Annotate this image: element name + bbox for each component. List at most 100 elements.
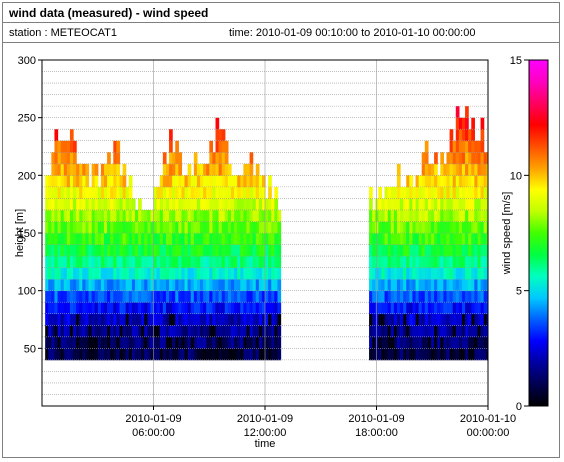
heatmap-cell xyxy=(100,325,105,338)
heatmap-cell xyxy=(277,267,282,280)
heatmap-cell xyxy=(446,244,451,257)
heatmap-cell xyxy=(159,290,164,303)
heatmap-cell xyxy=(181,302,186,315)
heatmap-cell xyxy=(76,186,80,199)
heatmap-cell xyxy=(57,140,62,153)
heatmap-cell xyxy=(378,198,383,211)
heatmap-cell xyxy=(440,325,444,338)
heatmap-cell xyxy=(403,290,407,303)
heatmap-cell xyxy=(175,152,179,165)
heatmap-cell xyxy=(424,140,429,153)
heatmap-cell xyxy=(88,279,93,292)
heatmap-cell xyxy=(134,221,139,234)
heatmap-cell xyxy=(138,267,142,280)
heatmap-cell xyxy=(209,348,214,361)
heatmap-cell xyxy=(203,163,207,176)
heatmap-cell xyxy=(57,336,62,349)
heatmap-cell xyxy=(150,279,155,292)
heatmap-cell xyxy=(230,302,235,315)
colorbar-tick-label: 0 xyxy=(516,401,522,413)
heatmap-cell xyxy=(147,313,152,326)
heatmap-cell xyxy=(212,209,217,222)
heatmap-cell xyxy=(206,267,210,280)
heatmap-cell xyxy=(369,348,373,361)
heatmap-cell xyxy=(169,129,173,142)
heatmap-cell xyxy=(60,163,65,176)
heatmap-cell xyxy=(147,336,152,349)
heatmap-cell xyxy=(94,325,99,338)
heatmap-cell xyxy=(51,186,56,199)
heatmap-cell xyxy=(97,325,102,338)
info-bar: station : METEOCAT1 time: 2010-01-09 00:… xyxy=(3,23,559,43)
heatmap-cell xyxy=(255,313,260,326)
heatmap-cell xyxy=(227,244,232,257)
heatmap-cell xyxy=(243,336,248,349)
heatmap-cell xyxy=(110,244,114,257)
heatmap-cell xyxy=(387,313,392,326)
heatmap-cell xyxy=(265,302,269,315)
heatmap-cell xyxy=(449,302,454,315)
heatmap-cell xyxy=(116,348,121,361)
heatmap-cell xyxy=(141,256,145,268)
heatmap-cell xyxy=(94,186,99,199)
heatmap-cell xyxy=(200,267,204,280)
heatmap-cell xyxy=(465,175,469,188)
heatmap-cell xyxy=(134,267,139,280)
heatmap-cell xyxy=(421,256,426,268)
heatmap-cell xyxy=(218,256,223,268)
heatmap-cell xyxy=(390,256,395,268)
heatmap-cell xyxy=(474,198,479,211)
heatmap-cell xyxy=(57,152,62,165)
heatmap-cell xyxy=(384,209,389,222)
heatmap-cell xyxy=(431,244,435,257)
heatmap-cell xyxy=(458,302,463,315)
heatmap-cell xyxy=(94,175,99,188)
heatmap-cell xyxy=(212,336,217,349)
heatmap-cell xyxy=(54,313,59,326)
heatmap-cell xyxy=(474,302,479,315)
heatmap-cell xyxy=(221,336,226,349)
heatmap-cell xyxy=(486,256,488,268)
heatmap-cell xyxy=(372,256,376,268)
heatmap-cell xyxy=(150,209,155,222)
heatmap-cell xyxy=(415,244,420,257)
heatmap-cell xyxy=(193,302,198,315)
heatmap-cell xyxy=(190,336,195,349)
heatmap-cell xyxy=(261,348,266,361)
heatmap-cell xyxy=(209,313,214,326)
heatmap-cell xyxy=(187,267,192,280)
heatmap-cell xyxy=(431,279,435,292)
heatmap-cell xyxy=(104,313,108,326)
heatmap-cell xyxy=(48,348,52,361)
heatmap-cell xyxy=(66,279,71,292)
heatmap-cell xyxy=(200,175,204,188)
heatmap-cell xyxy=(122,256,127,268)
heatmap-cell xyxy=(393,325,398,338)
heatmap-cell xyxy=(159,267,164,280)
heatmap-cell xyxy=(224,267,229,280)
heatmap-cell xyxy=(424,348,429,361)
heatmap-cell xyxy=(162,186,167,199)
heatmap-cell xyxy=(153,209,158,222)
heatmap-cell xyxy=(421,233,426,245)
heatmap-cell xyxy=(381,348,386,361)
heatmap-cell xyxy=(82,325,87,338)
heatmap-cell xyxy=(169,302,173,315)
heatmap-cell xyxy=(175,267,179,280)
heatmap-cell xyxy=(175,233,179,245)
heatmap-cell xyxy=(468,198,472,211)
heatmap-cell xyxy=(190,256,195,268)
heatmap-cell xyxy=(104,233,108,245)
heatmap-cell xyxy=(66,175,71,188)
heatmap-cell xyxy=(437,302,441,315)
heatmap-cell xyxy=(465,233,469,245)
heatmap-cell xyxy=(258,221,263,234)
heatmap-cell xyxy=(483,336,488,349)
heatmap-cell xyxy=(221,140,226,153)
heatmap-cell xyxy=(246,233,251,245)
heatmap-cell xyxy=(122,163,127,176)
heatmap-cell xyxy=(97,244,102,257)
heatmap-cell xyxy=(246,348,251,361)
heatmap-cell xyxy=(104,198,108,211)
heatmap-cell xyxy=(150,325,155,338)
